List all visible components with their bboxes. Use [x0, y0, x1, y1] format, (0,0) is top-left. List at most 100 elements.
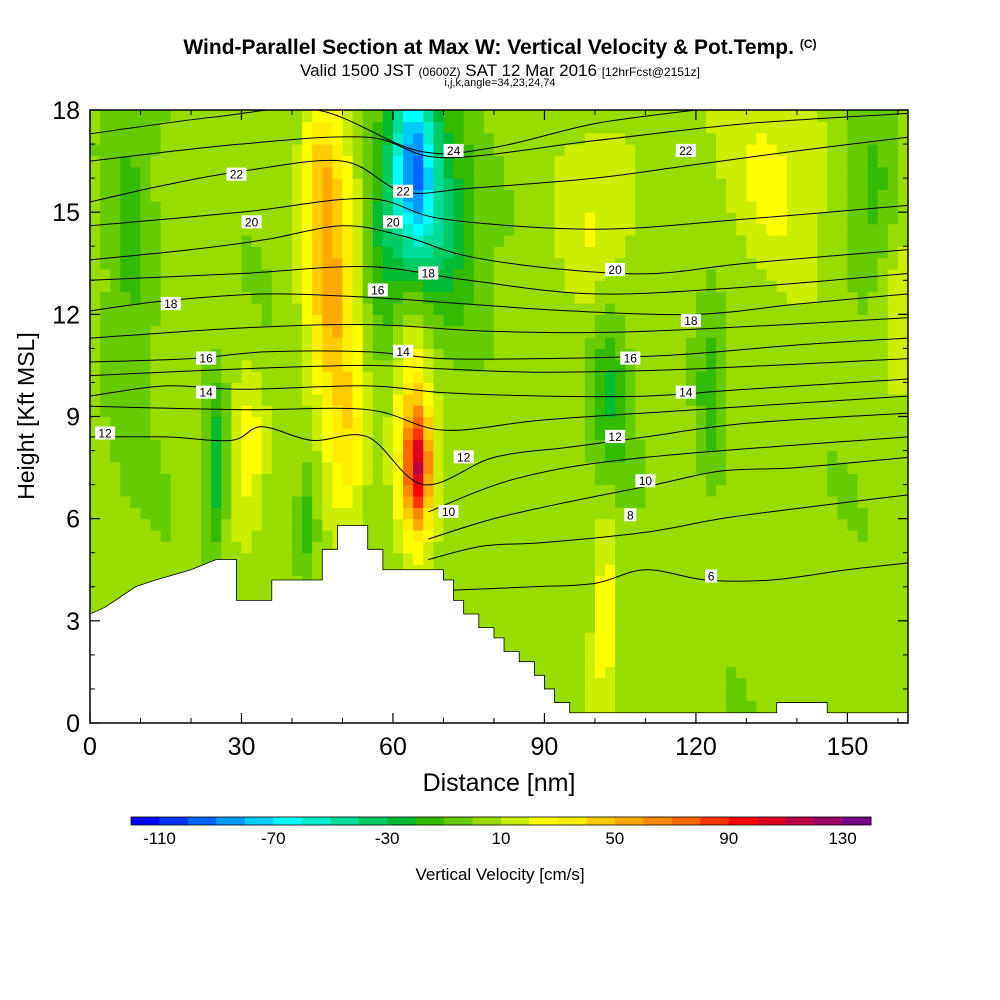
heatmap-cell: [716, 234, 727, 247]
heatmap-cell: [483, 473, 495, 486]
heatmap-cell: [776, 654, 788, 667]
heatmap-cell: [251, 132, 263, 145]
heatmap-cell: [140, 291, 152, 304]
heatmap-cell: [493, 484, 505, 497]
heatmap-cell: [897, 416, 908, 429]
heatmap-cell: [645, 700, 657, 713]
heatmap-cell: [635, 371, 647, 384]
heatmap-cell: [564, 144, 576, 157]
contour-label-bg: [443, 143, 464, 157]
heatmap-cell: [534, 178, 546, 191]
heatmap-cell: [382, 132, 394, 145]
heatmap-cell: [372, 541, 384, 554]
heatmap-cell: [685, 268, 697, 281]
heatmap-cell: [352, 325, 364, 338]
heatmap-cell: [766, 586, 778, 599]
heatmap-cell: [706, 200, 717, 213]
heatmap-cell: [887, 427, 899, 440]
heatmap-cell: [584, 348, 596, 361]
heatmap-cell: [756, 495, 768, 508]
heatmap-cell: [665, 609, 677, 622]
heatmap-cell: [635, 382, 647, 395]
heatmap-cell: [867, 280, 879, 293]
heatmap-cell: [837, 155, 849, 168]
heatmap-cell: [746, 110, 758, 122]
heatmap-cell: [433, 382, 445, 395]
heatmap-cell: [605, 654, 616, 667]
heatmap-cell: [615, 405, 626, 418]
heatmap-cell: [786, 609, 798, 622]
heatmap-cell: [776, 439, 788, 452]
heatmap-cell: [221, 439, 232, 452]
heatmap-cell: [504, 484, 515, 497]
heatmap-cell: [150, 382, 162, 395]
heatmap-cell: [807, 666, 818, 679]
heatmap-cell: [554, 393, 566, 406]
heatmap-cell: [100, 405, 111, 418]
heatmap-cell: [170, 552, 182, 565]
heatmap-cell: [776, 314, 788, 327]
heatmap-cell: [776, 155, 788, 168]
heatmap-cell: [716, 564, 727, 577]
heatmap-cell: [867, 416, 879, 429]
heatmap-cell: [594, 632, 606, 645]
heatmap-cell: [463, 371, 475, 384]
heatmap-cell: [322, 337, 333, 349]
heatmap-cell: [170, 257, 182, 270]
heatmap-cell: [443, 280, 455, 293]
heatmap-cell: [473, 178, 485, 191]
heatmap-cell: [544, 552, 556, 565]
heatmap-cell: [160, 189, 172, 202]
heatmap-cell: [615, 314, 626, 327]
heatmap-cell: [211, 337, 222, 349]
heatmap-cell: [645, 314, 657, 327]
heatmap-cell: [625, 371, 636, 384]
heatmap-cell: [837, 530, 849, 542]
heatmap-cell: [160, 382, 172, 395]
heatmap-cell: [574, 575, 586, 588]
heatmap-cell: [645, 461, 657, 474]
heatmap-cell: [695, 632, 707, 645]
heatmap-cell: [736, 291, 748, 304]
heatmap-cell: [140, 178, 152, 191]
heatmap-cell: [231, 439, 243, 452]
heatmap-cell: [665, 291, 677, 304]
heatmap-cell: [736, 586, 748, 599]
heatmap-cell: [726, 620, 737, 633]
heatmap-cell: [887, 110, 899, 122]
heatmap-cell: [211, 450, 222, 463]
heatmap-cell: [887, 166, 899, 179]
heatmap-cell: [877, 268, 889, 281]
heatmap-cell: [554, 495, 566, 508]
heatmap-cell: [695, 291, 707, 304]
heatmap-cell: [766, 700, 778, 713]
heatmap-cell: [453, 518, 465, 531]
heatmap-cell: [433, 484, 445, 497]
heatmap-cell: [190, 212, 202, 225]
heatmap-cell: [877, 325, 889, 338]
heatmap-cell: [625, 166, 636, 179]
heatmap-cell: [332, 246, 344, 259]
heatmap-cell: [443, 530, 455, 542]
heatmap-cell: [736, 495, 748, 508]
heatmap-cell: [271, 268, 283, 281]
heatmap-cell: [382, 178, 394, 191]
heatmap-cell: [180, 246, 192, 259]
heatmap-cell: [483, 121, 495, 134]
heatmap-cell: [534, 484, 546, 497]
heatmap-cell: [403, 416, 414, 429]
heatmap-cell: [877, 166, 889, 179]
heatmap-cell: [817, 257, 828, 270]
colorbar-swatch: [131, 817, 160, 825]
heatmap-cell: [231, 359, 243, 372]
heatmap-cell: [110, 382, 121, 395]
heatmap-cell: [796, 427, 808, 440]
contour-label-bg: [705, 569, 718, 583]
heatmap-cell: [695, 257, 707, 270]
heatmap-cell: [342, 268, 354, 281]
heatmap-cell: [382, 393, 394, 406]
heatmap-cell: [433, 155, 445, 168]
heatmap-cell: [655, 121, 667, 134]
heatmap-cell: [281, 144, 293, 157]
heatmap-cell: [766, 166, 778, 179]
